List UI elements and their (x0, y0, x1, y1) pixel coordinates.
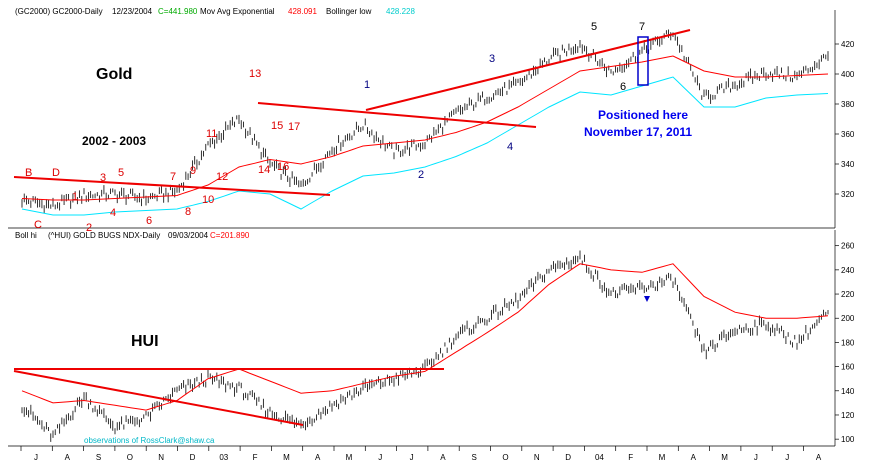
gold-trendline-upper (365, 29, 691, 111)
x-tick-label: J (785, 453, 789, 462)
wave-label-red: 16 (277, 161, 289, 173)
position-box (637, 36, 649, 86)
y-tick-label: 260 (841, 242, 855, 251)
x-tick-label: F (253, 453, 258, 462)
x-tick-label: 03 (219, 453, 228, 462)
gold-y-axis: 320 340 360 380 400 420 (835, 40, 855, 199)
wave-label-red: 7 (170, 171, 176, 183)
x-tick-label: 04 (595, 453, 604, 462)
hui-trendline-descending (13, 370, 304, 426)
wave-label-red: 10 (202, 194, 214, 206)
x-tick-label: O (127, 453, 133, 462)
y-tick-label: 200 (841, 314, 855, 323)
x-tick-label: F (628, 453, 633, 462)
hui-close: C=201.890 (210, 231, 250, 240)
x-tick-label: S (472, 453, 477, 462)
position-arrow-icon (644, 296, 650, 302)
x-tick-label: A (691, 453, 697, 462)
note-line1: Positioned here (598, 108, 688, 122)
wave-label-red: B (25, 167, 32, 179)
wave-label-red: 6 (146, 215, 152, 227)
wave-label-blue: 6 (620, 81, 626, 93)
hui-symbol: (^HUI) GOLD BUGS NDX-Daily (48, 231, 160, 240)
wave-label-blue: 4 (507, 141, 513, 153)
y-tick-label: 320 (841, 190, 855, 199)
x-tick-label: D (190, 453, 196, 462)
wave-label-red: 14 (258, 164, 270, 176)
x-tick-label: J (34, 453, 38, 462)
x-tick-label: A (440, 453, 446, 462)
gold-trendline-lower-channel (13, 176, 331, 196)
wave-label-red: 15 (271, 120, 283, 132)
x-tick-label: M (283, 453, 290, 462)
wave-label-blue: 7 (639, 21, 645, 33)
hui-boll-label: Boll hi (15, 231, 37, 240)
header-boll-label: Bollinger low (326, 7, 372, 16)
wave-label-red: 4 (110, 207, 116, 219)
y-tick-label: 380 (841, 100, 855, 109)
wave-label-blue: 5 (591, 21, 597, 33)
wave-label-red: 2 (86, 222, 92, 234)
wave-label-red: 9 (190, 165, 196, 177)
bollinger-line (21, 76, 829, 216)
wave-label-red: 11 (206, 128, 217, 140)
wave-label-red: C (34, 219, 42, 231)
x-tick-label: M (721, 453, 728, 462)
x-tick-label: A (65, 453, 71, 462)
y-tick-label: 240 (841, 266, 855, 275)
y-tick-label: 220 (841, 290, 855, 299)
x-tick-label: M (346, 453, 353, 462)
x-tick-label: S (96, 453, 101, 462)
hui-date: 09/03/2004 (168, 231, 209, 240)
ema-line (21, 263, 829, 411)
wave-label-blue: 1 (364, 79, 370, 91)
y-tick-label: 360 (841, 130, 855, 139)
header-ema-value: 428.091 (288, 7, 317, 16)
x-tick-label: J (754, 453, 758, 462)
hui-y-axis: 100 120 140 160 180 200 220 240 260 (835, 242, 855, 444)
x-tick-label: J (410, 453, 414, 462)
x-tick-label: N (534, 453, 540, 462)
y-tick-label: 100 (841, 435, 855, 444)
wave-label-red: 13 (249, 68, 261, 80)
header-symbol: (GC2000) GC2000-Daily (15, 7, 103, 16)
y-tick-label: 340 (841, 160, 855, 169)
hui-label: HUI (131, 333, 159, 350)
y-tick-label: 120 (841, 411, 855, 420)
header-close: C=441.980 (158, 7, 198, 16)
years-label: 2002 - 2003 (82, 134, 146, 148)
header-boll-value: 428.228 (386, 7, 415, 16)
wave-label-blue: 3 (489, 53, 495, 65)
x-tick-label: J (378, 453, 382, 462)
wave-label-red: D (52, 167, 60, 179)
wave-label-red: 1 (72, 191, 78, 203)
y-tick-label: 180 (841, 338, 855, 347)
x-tick-label: O (502, 453, 508, 462)
header-date: 12/23/2004 (112, 7, 153, 16)
header-ema-label: Mov Avg Exponential (200, 7, 275, 16)
wave-label-red: 3 (100, 172, 106, 184)
x-tick-label: M (659, 453, 666, 462)
y-tick-label: 140 (841, 387, 855, 396)
y-tick-label: 420 (841, 40, 855, 49)
ema-line (21, 55, 829, 201)
wave-label-red: 5 (118, 167, 124, 179)
gold-trendline-neckline (257, 102, 537, 128)
x-tick-label: A (816, 453, 822, 462)
gold-label: Gold (96, 66, 132, 83)
x-tick-label: N (158, 453, 164, 462)
wave-label-red: 8 (185, 206, 191, 218)
x-tick-label: A (315, 453, 321, 462)
x-axis: J A S O N D 03 F M A M J J A S O N D 04 F M A M J J A (20, 446, 822, 462)
wave-label-red: 12 (216, 171, 228, 183)
gold-series (21, 29, 829, 216)
x-tick-label: D (565, 453, 571, 462)
wave-label-red: 17 (288, 121, 300, 133)
watermark: observations of RossClark@shaw.ca (84, 436, 215, 445)
y-tick-label: 160 (841, 363, 855, 372)
note-line2: November 17, 2011 (584, 125, 692, 139)
y-tick-label: 400 (841, 70, 855, 79)
wave-label-blue: 2 (418, 169, 424, 181)
